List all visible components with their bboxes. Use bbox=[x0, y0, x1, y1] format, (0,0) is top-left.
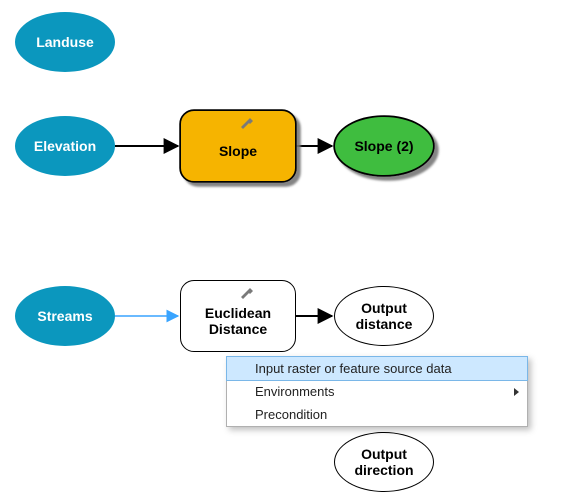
node-slope2[interactable]: Slope (2) bbox=[334, 116, 434, 176]
chevron-right-icon bbox=[514, 388, 519, 396]
menu-item-label: Precondition bbox=[255, 407, 327, 422]
menu-item-input-raster[interactable]: Input raster or feature source data bbox=[226, 356, 528, 381]
menu-item-label: Environments bbox=[255, 384, 334, 399]
node-elevation-label: Elevation bbox=[34, 138, 96, 154]
node-elevation[interactable]: Elevation bbox=[15, 116, 115, 176]
connector-context-menu[interactable]: Input raster or feature source data Envi… bbox=[226, 356, 528, 427]
node-streams[interactable]: Streams bbox=[15, 286, 115, 346]
menu-item-precondition[interactable]: Precondition bbox=[227, 403, 527, 426]
node-output-distance[interactable]: Output distance bbox=[334, 286, 434, 346]
node-streams-label: Streams bbox=[37, 308, 92, 324]
menu-item-environments[interactable]: Environments bbox=[227, 380, 527, 403]
node-euclidean-distance-label: Euclidean Distance bbox=[205, 305, 271, 337]
node-output-direction-label: Output direction bbox=[354, 446, 413, 478]
node-landuse-label: Landuse bbox=[36, 34, 94, 50]
node-slope-tool[interactable]: Slope bbox=[180, 110, 296, 182]
model-canvas: Landuse Elevation Slope Slope (2) Stream… bbox=[0, 0, 575, 504]
node-output-direction[interactable]: Output direction bbox=[334, 432, 434, 492]
node-slope-tool-label: Slope bbox=[219, 143, 257, 159]
node-landuse[interactable]: Landuse bbox=[15, 12, 115, 72]
shadow-layer bbox=[0, 0, 575, 504]
node-output-distance-label: Output distance bbox=[356, 300, 413, 332]
node-slope2-label: Slope (2) bbox=[354, 138, 413, 154]
node-euclidean-distance-tool[interactable]: Euclidean Distance bbox=[180, 280, 296, 352]
menu-item-label: Input raster or feature source data bbox=[255, 361, 452, 376]
